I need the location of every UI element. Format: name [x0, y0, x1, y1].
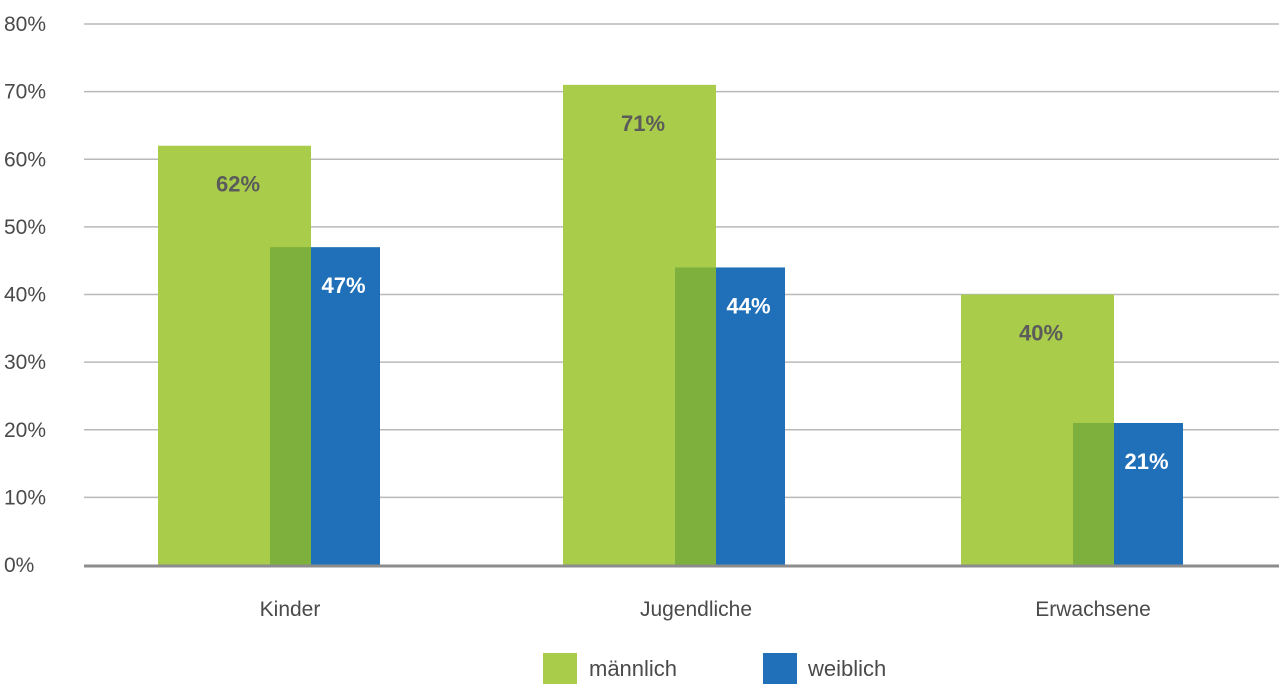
y-tick-label: 10% [4, 486, 46, 509]
data-label-maennlich: 62% [216, 172, 260, 197]
legend: männlich weiblich [543, 653, 886, 684]
data-label-maennlich: 40% [1019, 321, 1063, 346]
x-tick-label: Kinder [260, 598, 321, 621]
bar-weiblich [1114, 423, 1183, 565]
legend-swatch [543, 653, 577, 684]
y-tick-label: 50% [4, 216, 46, 239]
bar-overlap [675, 267, 716, 565]
y-tick-label: 80% [4, 13, 46, 36]
y-tick-label: 70% [4, 81, 46, 104]
data-label-maennlich: 71% [621, 111, 665, 136]
data-label-weiblich: 47% [321, 273, 365, 298]
x-tick-label: Jugendliche [640, 598, 752, 621]
data-label-weiblich: 44% [726, 293, 770, 318]
x-axis: Kinder Jugendliche Erwachsene [84, 566, 1279, 621]
y-tick-label: 60% [4, 148, 46, 171]
bar-overlap [270, 247, 311, 565]
y-tick-label: 30% [4, 351, 46, 374]
legend-label: männlich [589, 656, 677, 681]
data-label-weiblich: 21% [1124, 449, 1168, 474]
y-tick-label: 40% [4, 284, 46, 307]
y-axis-ticks: 0% 10% 20% 30% 40% 50% 60% 70% 80% [4, 13, 46, 577]
legend-label: weiblich [807, 656, 886, 681]
y-tick-label: 20% [4, 419, 46, 442]
bar-overlap [1073, 423, 1114, 565]
legend-swatch [763, 653, 797, 684]
y-tick-label: 0% [4, 554, 34, 577]
x-tick-label: Erwachsene [1035, 598, 1151, 621]
